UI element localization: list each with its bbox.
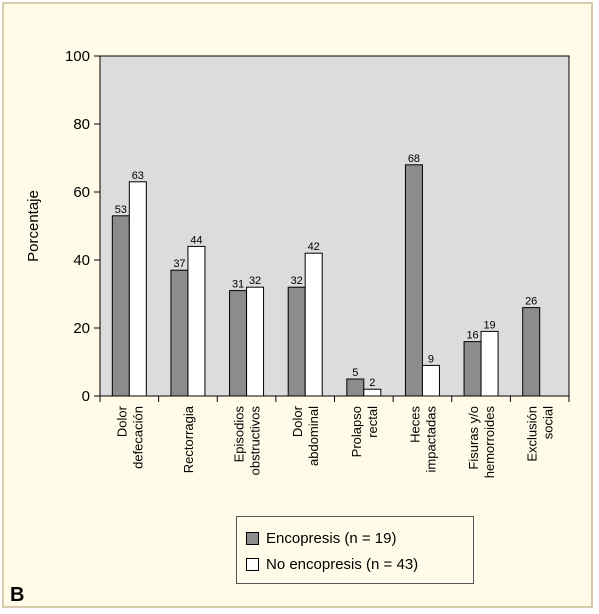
x-tick-label: social — [541, 406, 556, 439]
x-tick-label: Fisuras y/o — [466, 406, 481, 470]
x-tick-label: impactadas — [423, 406, 438, 473]
legend-swatch-no-encopresis — [246, 557, 259, 571]
bar — [229, 290, 248, 397]
legend-label-no-encopresis: No encopresis (n = 43) — [266, 555, 419, 573]
y-axis-label: Porcentaje — [25, 190, 42, 262]
bar — [346, 378, 365, 397]
bar — [421, 364, 440, 397]
data-label: 44 — [190, 234, 202, 246]
data-label: 63 — [132, 170, 144, 182]
y-tick-label: 60 — [73, 184, 90, 201]
y-tick-label: 40 — [73, 252, 90, 269]
x-tick-label: Prolapso — [349, 406, 364, 457]
bar — [111, 215, 130, 397]
x-tick-label: abdominal — [306, 406, 321, 466]
x-tick-label: Dolor — [290, 405, 305, 437]
y-tick-label: 20 — [73, 320, 90, 337]
bar — [170, 269, 189, 397]
y-tick-label: 80 — [73, 116, 90, 133]
data-label: 16 — [466, 330, 478, 342]
legend-item-encopresis: Encopresis (n = 19) — [246, 525, 473, 551]
data-label: 26 — [525, 296, 537, 308]
bar — [246, 286, 265, 397]
bar — [480, 330, 499, 397]
data-label: 32 — [249, 275, 261, 287]
data-label: 19 — [483, 319, 495, 331]
x-tick-label: Heces — [407, 406, 422, 443]
data-label: 32 — [291, 275, 303, 287]
y-tick-label: 100 — [65, 48, 90, 65]
plot-area — [99, 55, 570, 397]
data-label: 31 — [232, 279, 244, 291]
bar — [128, 181, 147, 397]
legend-item-no-encopresis: No encopresis (n = 43) — [246, 551, 473, 577]
panel-label: B — [10, 584, 25, 606]
data-label: 42 — [308, 241, 320, 253]
legend-swatch-encopresis — [246, 531, 259, 545]
data-label: 37 — [173, 258, 185, 270]
bar — [287, 286, 306, 397]
bar — [187, 245, 206, 397]
data-label: 68 — [408, 153, 420, 165]
x-tick-label: Dolor — [114, 405, 129, 437]
x-tick-label: hemorroides — [482, 406, 497, 479]
bar — [304, 252, 323, 397]
data-label: 9 — [428, 353, 434, 365]
x-tick-label: defecación — [130, 406, 145, 469]
bar — [404, 164, 423, 397]
legend-label-encopresis: Encopresis (n = 19) — [266, 529, 397, 547]
chart-legend: Encopresis (n = 19) No encopresis (n = 4… — [236, 516, 474, 584]
x-tick-label: obstructivos — [248, 406, 263, 476]
data-label: 5 — [352, 367, 358, 379]
bar — [522, 307, 541, 397]
x-tick-label: Episodios — [232, 406, 247, 463]
x-tick-label: rectal — [365, 406, 380, 438]
bar — [363, 388, 382, 397]
data-label: 2 — [369, 377, 375, 389]
y-tick-label: 0 — [82, 388, 90, 405]
bar — [463, 341, 482, 397]
x-tick-label: Rectorragia — [181, 405, 196, 473]
data-label: 53 — [115, 204, 127, 216]
figure-panel: 0 20 40 60 80 100 Porcentaje 53 63 Dolor defecació… — [2, 2, 593, 608]
x-tick-label: Exclusión — [525, 406, 540, 462]
